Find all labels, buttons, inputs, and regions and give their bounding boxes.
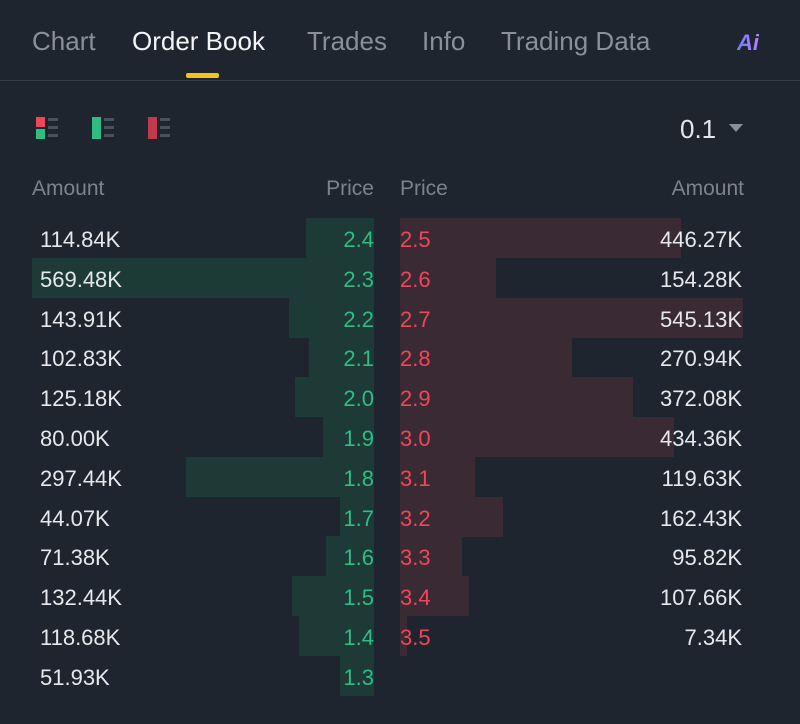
bid-price[interactable]: 1.9 (343, 426, 374, 451)
ask-price-header: Price (400, 177, 448, 200)
precision-select[interactable]: 0.1 (680, 114, 717, 144)
order-book-row: 44.07K 1.7 3.2 162.43K (0, 496, 800, 537)
order-book-row: 125.18K 2.0 2.9 372.08K (0, 377, 800, 418)
ask-amount[interactable]: 270.94K (660, 346, 742, 372)
ask-depth-bar (400, 576, 469, 617)
orderbook-bids-icon[interactable] (92, 117, 116, 139)
order-book-row: 132.44K 1.5 3.4 107.66K (0, 576, 800, 617)
ask-price[interactable]: 2.8 (400, 346, 431, 372)
ask-amount[interactable]: 154.28K (660, 266, 742, 292)
ask-price[interactable]: 3.2 (400, 505, 431, 531)
order-book-row: 102.83K 2.1 2.8 270.94K (0, 337, 800, 378)
tab-chart[interactable]: Chart (32, 26, 96, 56)
chevron-down-icon[interactable] (729, 124, 743, 132)
ask-amount[interactable]: 119.63K (661, 465, 742, 491)
bid-price[interactable]: 2.4 (343, 227, 374, 252)
order-book-row: 143.91K 2.2 2.7 545.13K (0, 297, 800, 338)
ask-depth-bar (400, 377, 634, 418)
bid-price[interactable]: 1.4 (343, 625, 374, 650)
ai-icon[interactable]: Ai (737, 30, 759, 55)
ask-price[interactable]: 2.7 (400, 306, 431, 332)
bid-depth-bar (295, 377, 374, 418)
bid-price[interactable]: 1.8 (343, 465, 374, 491)
ask-amount[interactable]: 107.66K (660, 585, 742, 611)
ask-price[interactable]: 3.1 (400, 465, 431, 491)
tab-trades[interactable]: Trades (307, 26, 387, 56)
ask-amount[interactable]: 95.82K (672, 545, 742, 571)
ask-amount[interactable]: 434.36K (660, 426, 742, 451)
ask-amount[interactable]: 372.08K (660, 386, 742, 412)
bid-amount[interactable]: 114.84K (40, 227, 121, 252)
ask-depth-bar (400, 616, 407, 656)
order-book-row: 569.48K 2.3 2.6 154.28K (0, 257, 800, 298)
bid-amount[interactable]: 71.38K (40, 545, 110, 571)
ask-depth-bar (400, 456, 476, 497)
bid-depth-bar (309, 337, 374, 378)
bid-price[interactable]: 2.1 (343, 346, 374, 372)
bid-price[interactable]: 1.6 (343, 545, 374, 571)
ask-amount[interactable]: 162.43K (660, 505, 742, 531)
ask-amount[interactable]: 545.13K (660, 306, 742, 332)
ask-depth-bar (400, 417, 675, 457)
ask-amount[interactable]: 7.34K (684, 625, 743, 650)
ask-price[interactable]: 3.5 (400, 625, 431, 650)
bid-price[interactable]: 1.7 (343, 505, 374, 531)
ask-amount-header: Amount (671, 177, 744, 200)
ask-price[interactable]: 3.0 (400, 426, 431, 451)
ask-price[interactable]: 2.6 (400, 266, 431, 292)
bid-amount[interactable]: 143.91K (40, 306, 122, 332)
bid-depth-bar (291, 576, 374, 617)
bid-amount[interactable]: 132.44K (40, 585, 122, 611)
ask-depth-bar (400, 337, 572, 378)
bid-price-header: Price (326, 177, 374, 200)
ask-depth-bar (400, 218, 682, 258)
tab-order-book[interactable]: Order Book (132, 26, 265, 56)
bid-price[interactable]: 2.3 (343, 266, 374, 292)
ask-price[interactable]: 3.4 (400, 585, 431, 611)
bid-depth-bar (298, 616, 374, 656)
order-book-row: 297.44K 1.8 3.1 119.63K (0, 456, 800, 497)
order-book-row: 51.93K 1.3 (0, 655, 800, 696)
ask-depth-bar (400, 536, 462, 577)
orderbook-both-icon[interactable] (36, 117, 60, 139)
bid-depth-bar (339, 655, 374, 696)
bid-depth-bar (185, 456, 374, 497)
bid-depth-bar (305, 218, 374, 258)
bid-price[interactable]: 1.5 (343, 585, 374, 611)
bid-amount[interactable]: 80.00K (40, 426, 110, 451)
tab-trading-data[interactable]: Trading Data (501, 26, 651, 56)
bid-depth-bar (288, 297, 374, 338)
bid-price[interactable]: 2.2 (343, 306, 374, 332)
ask-depth-bar (400, 496, 503, 537)
ask-price[interactable]: 2.9 (400, 386, 431, 412)
bid-depth-bar (32, 257, 374, 298)
active-tab-indicator (186, 73, 219, 78)
bid-amount[interactable]: 569.48K (40, 266, 122, 292)
bid-amount[interactable]: 44.07K (40, 505, 110, 531)
bid-price[interactable]: 1.3 (343, 664, 374, 690)
bid-amount[interactable]: 51.93K (40, 664, 110, 690)
bid-amount[interactable]: 102.83K (40, 346, 122, 372)
order-book-row: 118.68K 1.4 3.5 7.34K (0, 616, 800, 656)
orderbook-asks-icon[interactable] (148, 117, 172, 139)
bid-amount[interactable]: 125.18K (40, 386, 122, 412)
tab-info[interactable]: Info (422, 26, 466, 56)
bid-depth-bar (322, 417, 374, 457)
bid-depth-bar (339, 496, 374, 537)
bid-price[interactable]: 2.0 (343, 386, 374, 412)
ask-amount[interactable]: 446.27K (660, 227, 742, 252)
ask-price[interactable]: 2.5 (400, 227, 431, 252)
ask-depth-bar (400, 297, 743, 338)
tab-bar: Chart Order Book Trades Info Trading Dat… (0, 0, 800, 81)
bid-amount[interactable]: 297.44K (40, 465, 122, 491)
bid-amount[interactable]: 118.68K (40, 625, 121, 650)
ask-price[interactable]: 3.3 (400, 545, 431, 571)
ask-depth-bar (400, 257, 497, 298)
order-book-row: 114.84K 2.4 2.5 446.27K (0, 218, 800, 258)
order-book-row: 80.00K 1.9 3.0 434.36K (0, 417, 800, 457)
bid-depth-bar (326, 536, 374, 577)
order-book-row: 71.38K 1.6 3.3 95.82K (0, 536, 800, 577)
bid-amount-header: Amount (32, 177, 105, 200)
